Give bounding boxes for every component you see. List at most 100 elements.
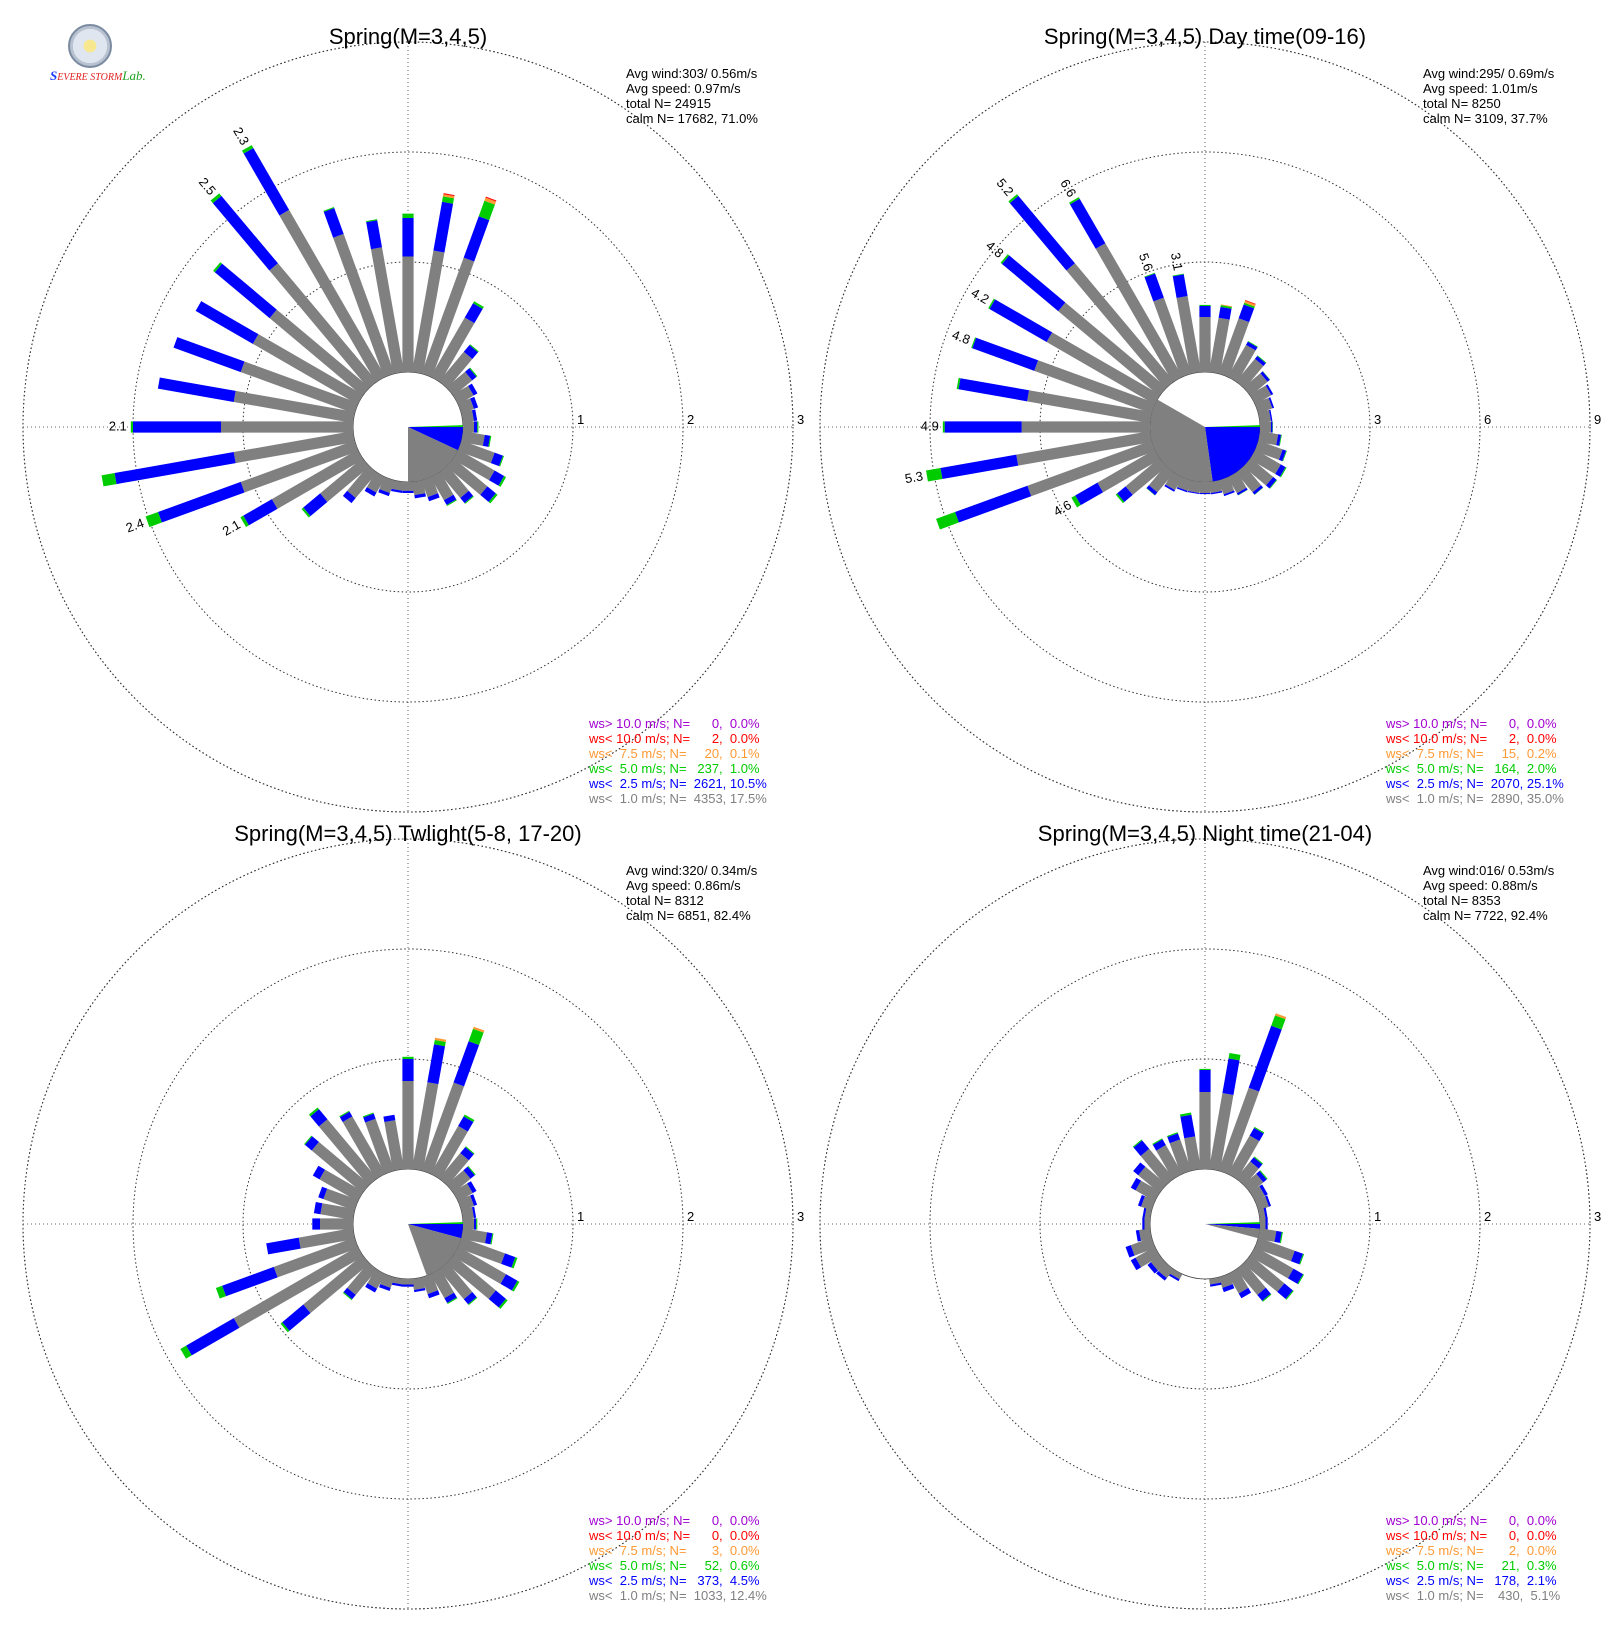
wind-bar-segment: [1238, 304, 1255, 323]
wind-bar-segment: [972, 337, 1039, 371]
wind-bar-segment: [453, 1041, 480, 1087]
wind-bar-segment: [469, 367, 478, 377]
wind-bar-segment: [1066, 263, 1174, 389]
wind-bar-segment: [101, 473, 117, 487]
calm-sector: [408, 427, 463, 451]
wind-bar-segment: [1156, 1144, 1183, 1180]
wind-bar-segment: [1238, 1287, 1252, 1299]
wind-bar-segment: [511, 1280, 520, 1292]
wind-bar-segment: [430, 471, 454, 501]
wind-bar-segment: [1210, 491, 1223, 495]
wind-bar-segment: [1236, 358, 1264, 389]
wind-bar-segment: [412, 480, 426, 496]
wind-bar-segment: [342, 1292, 353, 1301]
wind-bar-segment: [1188, 480, 1201, 493]
wind-bar-segment: [311, 1141, 370, 1193]
wind-bar-segment: [342, 1116, 386, 1180]
wind-bar-segment: [1133, 1162, 1146, 1176]
wind-bar-segment: [1249, 1186, 1265, 1202]
wind-bar-segment: [157, 377, 236, 402]
wind-bar-segment: [367, 1268, 386, 1289]
calm-sector: [1205, 1222, 1260, 1224]
wind-bar-segment: [464, 303, 483, 324]
wind-bar-segment: [421, 476, 439, 498]
ring-label: 6: [1484, 412, 1491, 427]
wind-bar-segment: [1259, 1170, 1268, 1180]
wind-bar-segment: [1250, 1157, 1263, 1169]
wind-bar-segment: [1146, 488, 1156, 496]
wind-bar-segment: [488, 435, 492, 448]
bar-value-label: 2.1: [109, 418, 127, 433]
legend-entry: ws< 7.5 m/s; N= 2, 0.0%: [1385, 1543, 1557, 1558]
wind-bar-segment: [412, 1277, 425, 1290]
wind-bar-segment: [421, 257, 475, 378]
wind-bar-segment: [476, 1218, 478, 1230]
wind-bar-segment: [1199, 306, 1211, 317]
legend-entry: ws< 7.5 m/s; N= 20, 0.1%: [588, 746, 760, 761]
wind-bar-segment: [482, 434, 491, 447]
wind-bar-segment: [269, 309, 370, 396]
wind-bar-segment: [434, 1039, 446, 1047]
wind-bar-segment: [1117, 486, 1133, 502]
wind-bar-segment: [1177, 476, 1192, 491]
wind-bar-segment: [1021, 421, 1150, 433]
wind-bar-segment: [1271, 421, 1273, 433]
wind-bar-segment: [1115, 493, 1125, 504]
wind-bar-segment: [383, 1114, 396, 1123]
wind-bar-segment: [439, 1152, 469, 1186]
wind-bar-segment: [1274, 1230, 1282, 1243]
wind-bar-segment: [488, 1290, 506, 1308]
wind-bar-segment: [474, 1218, 477, 1230]
wind-bar-segment: [1001, 255, 1066, 312]
legend-entry: ws< 10.0 m/s; N= 2, 0.0%: [588, 731, 760, 746]
wind-bar-segment: [1258, 1207, 1266, 1220]
wind-bar-segment: [1249, 1246, 1294, 1279]
wind-bar-segment: [301, 507, 311, 518]
wind-bar-segment: [485, 196, 497, 202]
wind-bar-segment: [243, 499, 278, 526]
wind-bar-segment: [1275, 464, 1286, 477]
wind-bar-segment: [1243, 302, 1255, 309]
legend-entry: ws< 2.5 m/s; N= 373, 4.5%: [588, 1573, 760, 1588]
wind-bar-segment: [1180, 1112, 1192, 1117]
wind-bar-segment: [1227, 1135, 1260, 1180]
wind-bar-segment: [430, 317, 475, 383]
wind-bar-segment: [1071, 495, 1081, 508]
wind-bar-segment: [1209, 480, 1222, 493]
wind-bar-segment: [210, 193, 222, 204]
wind-bar-segment: [312, 1218, 320, 1230]
ring-label: 2: [1484, 1209, 1491, 1224]
wind-bar-segment: [427, 1044, 446, 1085]
stat-line: Avg speed: 0.86m/s: [626, 878, 741, 893]
wind-bar-segment: [446, 371, 473, 396]
wind-bar-segment: [195, 301, 259, 344]
bar-value-label: 4.8: [983, 238, 1006, 261]
wind-bar-segment: [469, 344, 479, 353]
wind-bar-segment: [427, 1290, 440, 1299]
wind-bar-segment: [1269, 479, 1278, 489]
wind-bar-segment: [1227, 471, 1247, 494]
bar-value-label: 3.1: [1168, 251, 1186, 271]
legend-entry: ws< 7.5 m/s; N= 3, 0.0%: [588, 1543, 760, 1558]
ring-label: 3: [797, 1209, 804, 1224]
wind-bar-segment: [1000, 254, 1010, 264]
wind-bar-segment: [463, 216, 490, 262]
wind-bar-segment: [1254, 397, 1273, 414]
wind-bar-segment: [243, 147, 290, 216]
wind-bar-segment: [485, 1232, 493, 1245]
wind-bar-segment: [446, 458, 488, 495]
wind-bar-segment: [1169, 1139, 1192, 1175]
wind-bar-segment: [1209, 1277, 1222, 1285]
wind-bar-segment: [323, 208, 344, 238]
wind-bar-segment: [1130, 1177, 1142, 1191]
wind-bar-segment: [1209, 1282, 1222, 1287]
wind-bar-segment: [1254, 1196, 1269, 1211]
wind-bar-segment: [1265, 1195, 1272, 1207]
wind-bar-segment: [1135, 1229, 1141, 1242]
lab-logo: SEVERE STORMLab.: [50, 24, 146, 84]
wind-bar-segment: [303, 1255, 370, 1314]
wind-bar-segment: [145, 512, 162, 528]
wind-bar-segment: [1069, 198, 1106, 249]
